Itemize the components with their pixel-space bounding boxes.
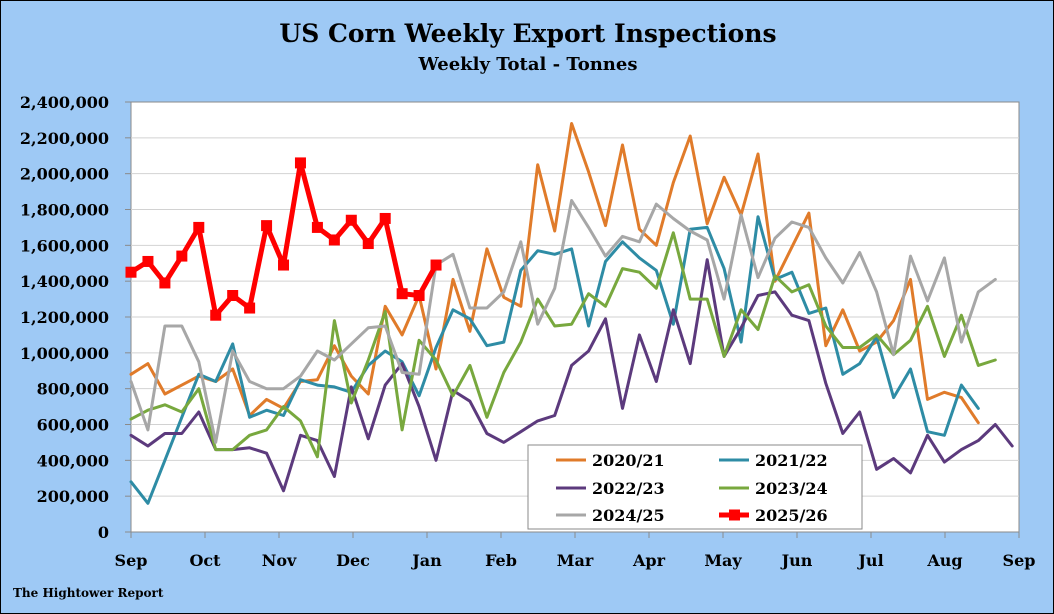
series-marker-2025-26 <box>328 234 340 246</box>
y-tick-label: 0 <box>98 523 109 542</box>
y-tick-label: 200,000 <box>37 487 109 506</box>
legend: 2020/21 2021/22 2022/23 2023/24 2024/25 2025/… <box>527 444 863 530</box>
series-marker-2025-26 <box>159 277 171 289</box>
y-tick-label: 2,000,000 <box>20 165 109 184</box>
legend-label-2021-22: 2021/22 <box>755 451 828 470</box>
series-marker-2025-26 <box>227 290 239 301</box>
x-tick-label: Aug <box>926 551 962 570</box>
x-tick-label: Feb <box>485 551 517 570</box>
y-axis: 0 200,000 400,000 600,000 800,000 1,000,000 1,… <box>20 93 131 542</box>
x-tick-label: Jan <box>410 551 442 570</box>
y-tick-label: 2,400,000 <box>20 93 109 112</box>
series-layer <box>125 122 1014 505</box>
credit-text: The Hightower Report <box>13 586 164 600</box>
series-line-2023-24 <box>129 231 997 459</box>
x-tick-label: May <box>704 551 742 570</box>
series-marker-2025-26 <box>294 157 306 169</box>
series-marker-2025-26 <box>345 214 357 226</box>
legend-label-2020-21: 2020/21 <box>592 451 665 470</box>
legend-label-2024-25: 2024/25 <box>592 506 665 525</box>
x-tick-label: Jul <box>856 551 883 570</box>
chart-subtitle: Weekly Total - Tonnes <box>418 54 638 75</box>
series-marker-2025-26 <box>261 220 273 232</box>
series-line-2020-21 <box>129 122 980 425</box>
y-tick-label: 1,000,000 <box>20 344 109 363</box>
x-tick-label: Apr <box>632 551 666 570</box>
chart-title: US Corn Weekly Export Inspections <box>279 19 776 48</box>
series-marker-2025-26 <box>142 255 154 267</box>
y-tick-label: 600,000 <box>37 416 109 435</box>
series-marker-2025-26 <box>210 309 222 321</box>
series-marker-2025-26 <box>125 266 137 278</box>
x-tick-label: Sep <box>115 551 148 570</box>
series-marker-2025-26 <box>244 302 256 314</box>
series-marker-2025-26 <box>278 259 290 271</box>
series-marker-2025-26 <box>176 250 188 262</box>
y-tick-label: 1,800,000 <box>20 201 109 220</box>
x-tick-label: Jun <box>780 551 813 570</box>
y-tick-label: 2,200,000 <box>20 129 109 148</box>
x-tick-label: Oct <box>189 551 221 570</box>
x-tick-label: Nov <box>262 551 297 570</box>
series-marker-2025-26 <box>362 238 374 250</box>
y-tick-label: 1,200,000 <box>20 308 109 327</box>
series-marker-2025-26 <box>193 221 205 233</box>
legend-label-2025-26: 2025/26 <box>755 506 828 525</box>
legend-label-2022-23: 2022/23 <box>592 479 665 498</box>
x-tick-label: Dec <box>336 551 370 570</box>
legend-label-2023-24: 2023/24 <box>755 479 828 498</box>
y-tick-label: 800,000 <box>37 380 109 399</box>
series-marker-2025-26 <box>311 221 323 233</box>
series-marker-2025-26 <box>396 288 408 300</box>
y-tick-label: 400,000 <box>37 451 109 470</box>
y-tick-label: 1,600,000 <box>20 236 109 255</box>
series-marker-2025-26 <box>413 290 425 301</box>
x-tick-label: Mar <box>557 551 594 570</box>
legend-marker-2025-26 <box>729 509 740 521</box>
series-line-2021-22 <box>129 215 980 505</box>
y-tick-label: 1,400,000 <box>20 272 109 291</box>
series-marker-2025-26 <box>379 212 391 224</box>
x-tick-label: Sep <box>1003 551 1036 570</box>
x-axis: Sep Oct Nov Dec Jan Feb Mar Apr May Jun Jul Aug Sep <box>115 532 1036 570</box>
series-line-2024-25 <box>129 199 997 444</box>
series-marker-2025-26 <box>430 259 442 271</box>
series-line-2022-23 <box>129 258 1014 493</box>
